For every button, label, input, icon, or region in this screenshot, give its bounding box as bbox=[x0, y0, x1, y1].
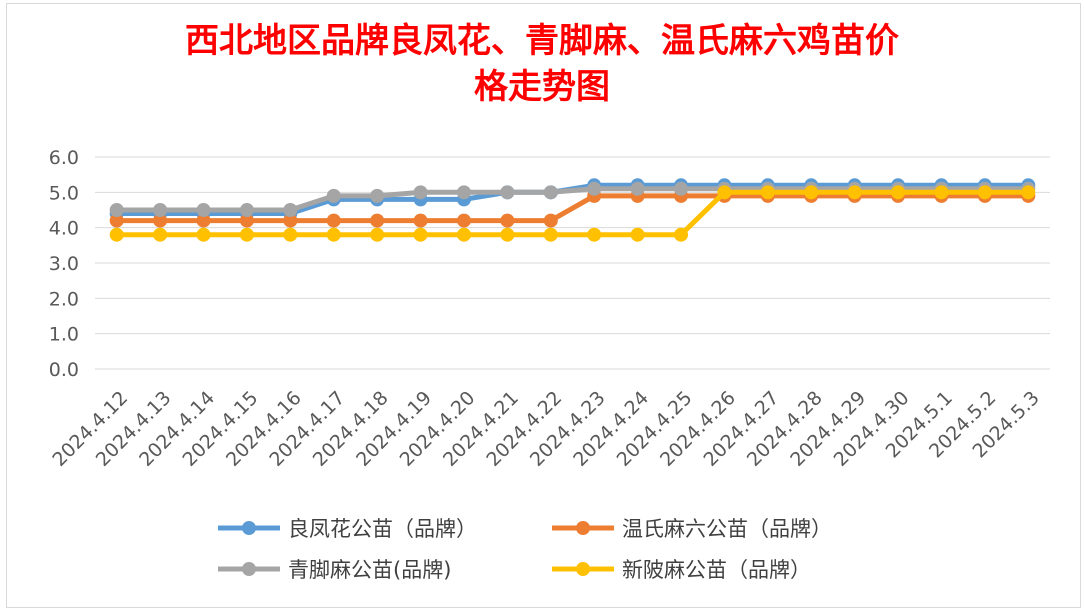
legend-label: 青脚麻公苗(品牌) bbox=[288, 558, 451, 582]
chart-title-line-2: 格走势图 bbox=[474, 67, 610, 107]
data-point bbox=[847, 185, 862, 200]
data-point bbox=[109, 203, 124, 217]
y-tick-label: 6.0 bbox=[49, 147, 79, 169]
data-point bbox=[283, 227, 298, 242]
series-3 bbox=[109, 185, 1036, 242]
data-point bbox=[326, 188, 341, 203]
series-line bbox=[114, 186, 1031, 213]
legend: 良凤花公苗（品牌） 温氏麻六公苗（品牌） 青脚麻公苗(品牌) 新陂麻公苗（品牌） bbox=[218, 517, 832, 582]
data-point bbox=[674, 227, 689, 242]
data-point bbox=[153, 213, 168, 228]
data-point bbox=[977, 185, 992, 200]
data-point bbox=[413, 185, 428, 200]
data-point bbox=[370, 213, 385, 228]
y-axis-tick-labels: 0.0 1.0 2.0 3.0 4.0 5.0 6.0 bbox=[49, 147, 79, 381]
legend-item: 良凤花公苗（品牌） bbox=[218, 517, 477, 541]
data-point bbox=[717, 185, 732, 200]
data-point bbox=[1021, 185, 1036, 200]
legend-label: 温氏麻六公苗（品牌） bbox=[622, 517, 832, 541]
data-point bbox=[500, 213, 515, 228]
data-point bbox=[153, 227, 168, 242]
y-tick-label: 0.0 bbox=[49, 359, 79, 381]
data-point bbox=[196, 227, 211, 242]
series-line bbox=[114, 189, 1031, 238]
data-point bbox=[587, 227, 602, 242]
legend-swatch-marker bbox=[576, 562, 590, 576]
data-point bbox=[456, 227, 471, 242]
data-point bbox=[370, 227, 385, 242]
data-point bbox=[196, 203, 211, 217]
data-point bbox=[283, 203, 298, 217]
legend-item: 青脚麻公苗(品牌) bbox=[218, 558, 451, 582]
series-lines bbox=[109, 178, 1036, 242]
data-point bbox=[239, 213, 254, 228]
data-point bbox=[283, 213, 298, 228]
legend-label: 新陂麻公苗（品牌） bbox=[622, 558, 811, 582]
y-tick-label: 3.0 bbox=[49, 253, 79, 275]
data-point bbox=[543, 213, 558, 228]
data-point bbox=[153, 203, 168, 217]
data-point bbox=[543, 185, 558, 200]
legend-swatch-marker bbox=[242, 562, 256, 576]
data-point bbox=[934, 185, 949, 200]
legend-item: 温氏麻六公苗（品牌） bbox=[552, 517, 832, 541]
data-point bbox=[326, 213, 341, 228]
legend-label: 良凤花公苗（品牌） bbox=[288, 517, 477, 541]
data-point bbox=[456, 213, 471, 228]
legend-swatch-marker bbox=[576, 521, 590, 535]
data-point bbox=[891, 185, 906, 200]
data-point bbox=[326, 227, 341, 242]
series-line bbox=[114, 193, 1031, 224]
data-point bbox=[239, 227, 254, 242]
y-tick-label: 1.0 bbox=[49, 324, 79, 346]
data-point bbox=[674, 181, 689, 196]
y-tick-label: 2.0 bbox=[49, 288, 79, 310]
data-point bbox=[239, 203, 254, 217]
data-point bbox=[760, 185, 775, 200]
data-point bbox=[370, 188, 385, 203]
chart-title: 西北地区品牌良凤花、青脚麻、温氏麻六鸡苗价 格走势图 bbox=[0, 18, 1084, 110]
data-point bbox=[413, 227, 428, 242]
grid-lines bbox=[95, 156, 1050, 370]
data-point bbox=[456, 185, 471, 200]
data-point bbox=[630, 227, 645, 242]
chart-area[interactable] bbox=[6, 3, 1081, 608]
data-point bbox=[630, 181, 645, 196]
data-point bbox=[500, 185, 515, 200]
chart-title-line-1: 西北地区品牌良凤花、青脚麻、温氏麻六鸡苗价 bbox=[185, 21, 899, 61]
legend-swatch-marker bbox=[242, 521, 256, 535]
data-point bbox=[587, 181, 602, 196]
data-point bbox=[804, 185, 819, 200]
y-tick-label: 5.0 bbox=[49, 182, 79, 204]
legend-item: 新陂麻公苗（品牌） bbox=[552, 558, 811, 582]
x-axis-tick-labels: 2024.4.122024.4.132024.4.142024.4.152024… bbox=[48, 387, 1044, 471]
data-point bbox=[413, 213, 428, 228]
data-point bbox=[109, 227, 124, 242]
y-tick-label: 4.0 bbox=[49, 218, 79, 240]
data-point bbox=[543, 227, 558, 242]
data-point bbox=[500, 227, 515, 242]
data-point bbox=[196, 213, 211, 228]
data-point bbox=[109, 213, 124, 228]
